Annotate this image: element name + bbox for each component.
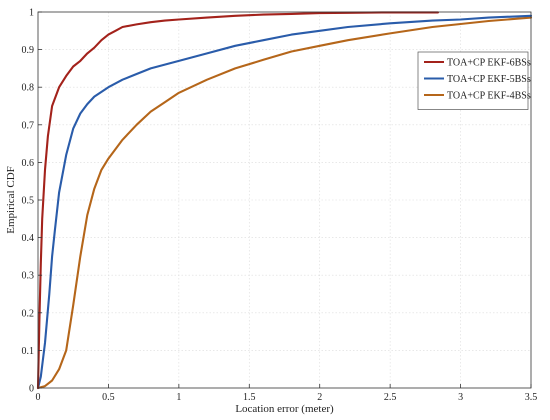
x-tick-label: 1	[176, 392, 181, 403]
x-tick-label: 0	[36, 392, 41, 403]
y-tick-label: 0.3	[22, 271, 35, 282]
y-tick-label: 0.4	[22, 233, 35, 244]
y-tick-label: 0.8	[22, 83, 35, 94]
series-line	[36, 14, 533, 390]
y-tick-label: 0.7	[22, 120, 35, 131]
y-tick-label: 0	[29, 384, 34, 395]
x-tick-label: 2.5	[384, 392, 397, 403]
legend: TOA+CP EKF-6BSs TOA+CP EKF-5BSs TOA+CP EKF…	[417, 51, 531, 110]
series-line	[36, 16, 533, 390]
y-tick-label: 0.6	[22, 158, 35, 169]
y-tick-label: 0.1	[22, 346, 35, 357]
legend-label: TOA+CP EKF-4BSs	[447, 91, 531, 102]
y-tick-label: 1	[29, 8, 34, 19]
legend-label: TOA+CP EKF-6BSs	[447, 58, 531, 69]
x-tick-label: 1.5	[243, 392, 256, 403]
grid	[38, 12, 531, 388]
y-tick-label: 0.5	[22, 196, 35, 207]
axis-ticks: 0 0.5 1 1.5 2 2.5 3 3.5 0 0.1 0.2 0.3 0.4 0.5 0.6 0.7 0.…	[22, 8, 538, 404]
x-axis-label: Location error (meter)	[235, 403, 334, 415]
series-layer	[36, 11, 533, 390]
x-tick-label: 0.5	[102, 392, 115, 403]
x-tick-label: 3	[458, 392, 463, 403]
series-line	[36, 11, 440, 390]
legend-label: TOA+CP EKF-5BSs	[447, 74, 531, 85]
x-tick-label: 2	[317, 392, 322, 403]
y-tick-label: 0.9	[22, 45, 35, 56]
x-tick-label: 3.5	[525, 392, 538, 403]
y-tick-label: 0.2	[22, 308, 35, 319]
y-axis-label: Empirical CDF	[5, 166, 17, 234]
